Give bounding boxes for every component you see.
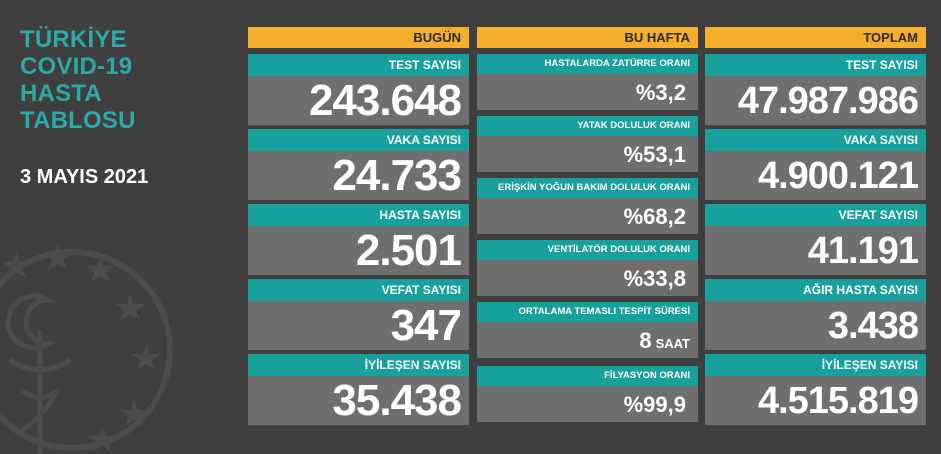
stat-label: VEFAT SAYISI [248,279,469,301]
total-case-card: VAKA SAYISI 4.900.121 [705,129,926,200]
today-recovered-card: İYİLEŞEN SAYISI 35.438 [248,354,469,425]
week-pneumonia-card: HASTALARDA ZATÜRRE ORANI %3,2 [477,54,698,110]
ministry-emblem-icon [0,244,173,454]
stat-number: %33,8 [623,266,686,291]
today-patient-card: HASTA SAYISI 2.501 [248,204,469,275]
report-date: 3 MAYIS 2021 [20,166,149,188]
total-header: TOPLAM [705,27,926,48]
stat-value: %99,9 [477,386,698,422]
stat-label: İYİLEŞEN SAYISI [248,354,469,376]
stat-label: ORTALAMA TEMASLI TESPİT SÜRESİ [477,302,698,322]
stat-number: %68,2 [623,204,686,229]
today-death-card: VEFAT SAYISI 347 [248,279,469,350]
stat-number: 8 [639,328,652,353]
stat-value: 24.733 [248,151,469,200]
stat-value: 243.648 [248,76,469,125]
today-test-card: TEST SAYISI 243.648 [248,54,469,125]
stat-value: 41.191 [705,226,926,275]
total-test-card: TEST SAYISI 47.987.986 [705,54,926,125]
stat-label: TEST SAYISI [705,54,926,76]
stat-value: 35.438 [248,376,469,425]
stat-label: VEFAT SAYISI [705,204,926,226]
stat-unit: SAAT [655,336,690,351]
stat-label: TEST SAYISI [248,54,469,76]
stat-label: AĞIR HASTA SAYISI [705,279,926,301]
week-filiation-card: FİLYASYON ORANI %99,9 [477,366,698,422]
stat-label: VAKA SAYISI [705,129,926,151]
stat-number: %99,9 [623,392,686,417]
page-title: TÜRKİYE COVID-19 HASTA TABLOSU [20,26,136,134]
week-column: BU HAFTA HASTALARDA ZATÜRRE ORANI %3,2 Y… [477,27,698,422]
stat-label: ERİŞKİN YOĞUN BAKIM DOLULUK ORANI [477,178,698,198]
stat-value: %53,1 [477,136,698,172]
stat-value: 3.438 [705,301,926,350]
week-header: BU HAFTA [477,27,698,48]
total-recovered-card: İYİLEŞEN SAYISI 4.515.819 [705,354,926,425]
stat-number: %3,2 [635,80,686,105]
stat-value: 8 SAAT [477,322,698,358]
title-line: TABLOSU [20,107,136,134]
stat-label: VENTİLATÖR DOLULUK ORANI [477,240,698,260]
title-line: TÜRKİYE [20,26,127,53]
total-critical-card: AĞIR HASTA SAYISI 3.438 [705,279,926,350]
total-death-card: VEFAT SAYISI 41.191 [705,204,926,275]
total-column: TOPLAM TEST SAYISI 47.987.986 VAKA SAYIS… [705,27,926,425]
stat-label: İYİLEŞEN SAYISI [705,354,926,376]
stat-value: 47.987.986 [705,76,926,125]
stat-value: 4.900.121 [705,151,926,200]
stat-value: 347 [248,301,469,350]
week-bed-card: YATAK DOLULUK ORANI %53,1 [477,116,698,172]
stat-value: 4.515.819 [705,376,926,425]
stat-value: 2.501 [248,226,469,275]
today-case-card: VAKA SAYISI 24.733 [248,129,469,200]
week-icu-card: ERİŞKİN YOĞUN BAKIM DOLULUK ORANI %68,2 [477,178,698,234]
today-header: BUGÜN [248,27,469,48]
title-line: COVID-19 [20,53,133,80]
stat-label: FİLYASYON ORANI [477,366,698,386]
today-column: BUGÜN TEST SAYISI 243.648 VAKA SAYISI 24… [248,27,469,425]
week-contact-card: ORTALAMA TEMASLI TESPİT SÜRESİ 8 SAAT [477,302,698,358]
week-ventilator-card: VENTİLATÖR DOLULUK ORANI %33,8 [477,240,698,296]
stat-number: %53,1 [623,142,686,167]
stat-value: %3,2 [477,74,698,110]
stat-label: HASTA SAYISI [248,204,469,226]
stat-label: VAKA SAYISI [248,129,469,151]
stat-value: %68,2 [477,198,698,234]
stat-label: YATAK DOLULUK ORANI [477,116,698,136]
stat-value: %33,8 [477,260,698,296]
stat-label: HASTALARDA ZATÜRRE ORANI [477,54,698,74]
title-line: HASTA [20,80,102,107]
